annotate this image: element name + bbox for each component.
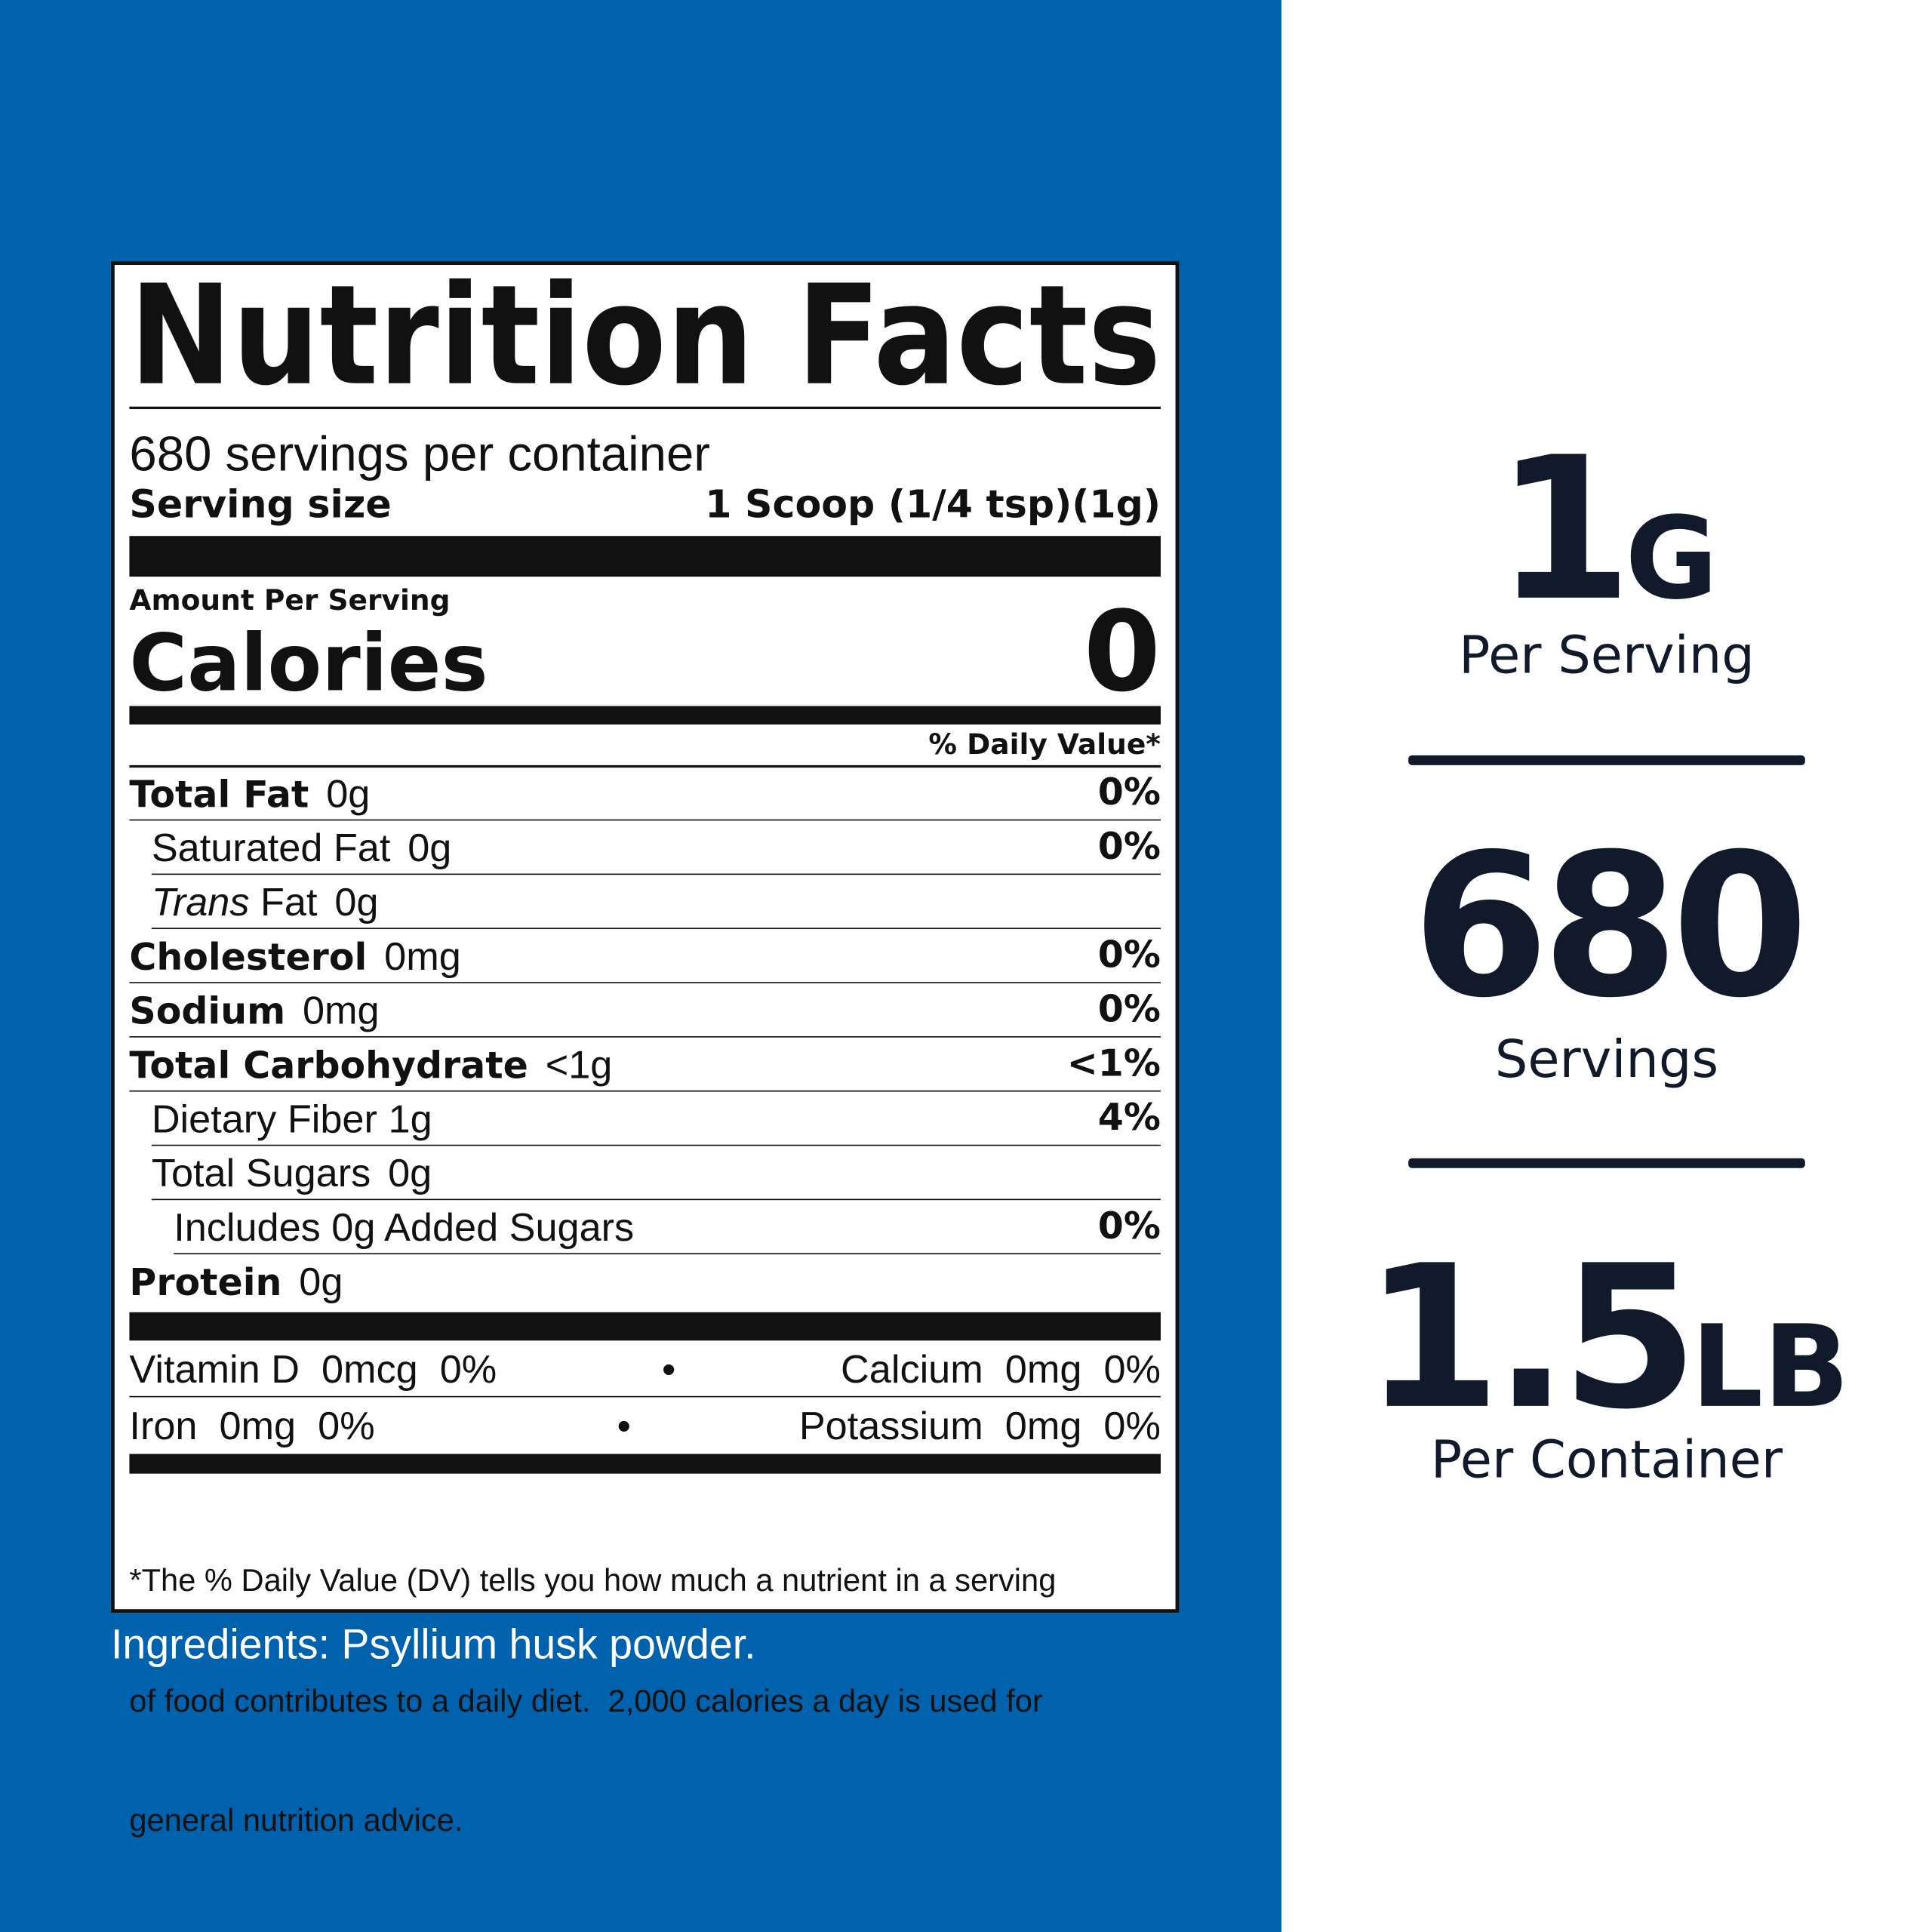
nutrient-name: Cholesterol [129, 936, 368, 980]
nutrient-row: Dietary Fiber 1g 4% [151, 1092, 1161, 1146]
highlight-value: 1G [1281, 431, 1932, 657]
nutrient-name: Sodium [129, 990, 286, 1034]
vitamin-dv: 0% [318, 1403, 375, 1448]
serving-size-label: Serving size [129, 483, 392, 528]
medium-bar [129, 706, 1161, 724]
nutrient-dv: <1% [1066, 1042, 1161, 1086]
footnote: *The % Daily Value (DV) tells you how mu… [129, 1481, 1161, 1921]
footnote-line: of food contributes to a daily diet. 2,0… [129, 1684, 1043, 1718]
amount-per-serving: Amount Per Serving [129, 585, 451, 617]
footnote-line: *The % Daily Value (DV) tells you how mu… [129, 1563, 1057, 1598]
nutrient-row: Total Fat 0g 0% [129, 767, 1161, 821]
value: 1 [1495, 414, 1632, 645]
nutrient-name: Protein [129, 1261, 282, 1305]
nutrient-name: Saturated Fat [151, 825, 391, 870]
unit: G [1625, 493, 1718, 625]
vitamin-amount: 0mg [1004, 1403, 1082, 1448]
nutrient-amount: 0g [334, 879, 379, 924]
nutrient-amount: <1g [545, 1042, 613, 1087]
thick-bar [129, 1312, 1161, 1341]
nutrient-row: Sodium 0mg 0% [129, 983, 1161, 1038]
vitamin-dv: 0% [1103, 1346, 1161, 1392]
nutrient-rows: Total Fat 0g 0% Saturated Fat 0g 0% Trans Fa… [129, 767, 1161, 1309]
nutrient-name: Dietary Fiber [151, 1097, 377, 1141]
nutrient-dv: 0% [1097, 1204, 1161, 1248]
vitamin-name: Vitamin D [129, 1346, 300, 1392]
vitamin-name: Iron [129, 1403, 198, 1448]
serving-size-row: Serving size 1 Scoop (1/4 tsp)(1g) [129, 481, 1161, 530]
nutrient-row: Includes 0g Added Sugars 0% [174, 1200, 1161, 1255]
highlight-caption: Per Container [1430, 1429, 1783, 1490]
highlight-value: 680 [1281, 827, 1932, 1025]
highlight-value: 1.5LB [1281, 1239, 1932, 1466]
value: 680 [1412, 811, 1809, 1041]
medium-bar [129, 1454, 1161, 1474]
nutrient-row: Total Sugars 0g [151, 1146, 1161, 1201]
rule [129, 406, 1161, 410]
vitamin: Iron 0mg 0% [129, 1397, 374, 1454]
highlight-caption: Per Serving [1459, 624, 1755, 685]
nutrient-dv: 4% [1097, 1097, 1161, 1140]
bullet: • [662, 1346, 676, 1392]
vitamin-name: Calcium [841, 1346, 983, 1392]
nutrition-label [110, 261, 1180, 1614]
nutrient-dv: 0% [1097, 825, 1161, 869]
nutrient-amount: 0g [388, 1150, 432, 1195]
vitamin-rows: Vitamin D 0mcg 0% • Calcium 0mg 0% Iron … [129, 1340, 1161, 1454]
rule [129, 764, 1161, 768]
nutrient-name: Includes 0g Added Sugars [174, 1204, 635, 1250]
daily-value-header: % Daily Value* [928, 729, 1161, 761]
highlight-caption: Servings [1494, 1029, 1719, 1090]
nutrient-amount: 0mg [302, 988, 380, 1033]
vitamin-dv: 0% [1103, 1403, 1161, 1448]
nutrient-row: Total Carbohydrate <1g <1% [129, 1038, 1161, 1092]
vitamin-dv: 0% [439, 1346, 497, 1392]
vitamin-row: Vitamin D 0mcg 0% • Calcium 0mg 0% [129, 1340, 1161, 1398]
nutrient-dv: 0% [1097, 771, 1161, 815]
nutrient-amount: 0g [299, 1259, 343, 1304]
nutrient-row: Cholesterol 0mg 0% [129, 929, 1161, 983]
nutrient-name: Total Fat [129, 774, 309, 817]
ingredients: Ingredients: Psyllium husk powder. [110, 1621, 756, 1669]
nutrient-amount: 0mg [384, 934, 461, 979]
nutrient-amount: 0g [326, 771, 371, 816]
value: 1.5 [1364, 1222, 1698, 1453]
nutrient-row: Trans Fat 0g [151, 875, 1161, 930]
vitamin-amount: 0mg [219, 1403, 297, 1448]
nutrient-row: Saturated Fat 0g 0% [151, 820, 1161, 875]
calories-label: Calories [129, 618, 488, 710]
nutrient-name: Total Carbohydrate [129, 1044, 528, 1088]
divider [1408, 1158, 1805, 1168]
nutrient-name: Fat [260, 879, 318, 924]
thick-bar [129, 536, 1161, 577]
nutrient-name-italic: Trans [151, 879, 250, 924]
vitamin-amount: 0mcg [321, 1346, 418, 1392]
unit: LB [1690, 1301, 1850, 1433]
bullet: • [617, 1403, 631, 1448]
nutrient-name: Total Sugars [151, 1150, 371, 1195]
vitamin: Calcium 0mg 0% [841, 1340, 1161, 1395]
calories-row: Calories 0 [129, 587, 1161, 718]
nutrient-dv: 0% [1097, 988, 1161, 1032]
vitamin: Vitamin D 0mcg 0% [129, 1340, 497, 1395]
vitamin-amount: 0mg [1004, 1346, 1082, 1392]
label-title: Nutrition Facts [129, 256, 1161, 417]
nutrient-row: Protein 0g [129, 1254, 1161, 1309]
vitamin-row: Iron 0mg 0% • Potassium 0mg 0% [129, 1397, 1161, 1454]
nutrient-amount: 1g [388, 1097, 432, 1141]
nutrient-dv: 0% [1097, 934, 1161, 977]
highlights: 1G Per Serving 680 Servings 1.5LB Per Co… [1281, 0, 1932, 1932]
serving-size: 1 Scoop (1/4 tsp)(1g) [705, 483, 1161, 528]
servings-per-container: 680 servings per container [129, 427, 711, 482]
divider [1408, 755, 1805, 765]
calories-value: 0 [1083, 587, 1161, 718]
vitamin-name: Potassium [798, 1403, 983, 1448]
nutrient-amount: 0g [408, 825, 452, 870]
footnote-line: general nutrition advice. [129, 1804, 463, 1838]
vitamin: Potassium 0mg 0% [799, 1397, 1161, 1454]
